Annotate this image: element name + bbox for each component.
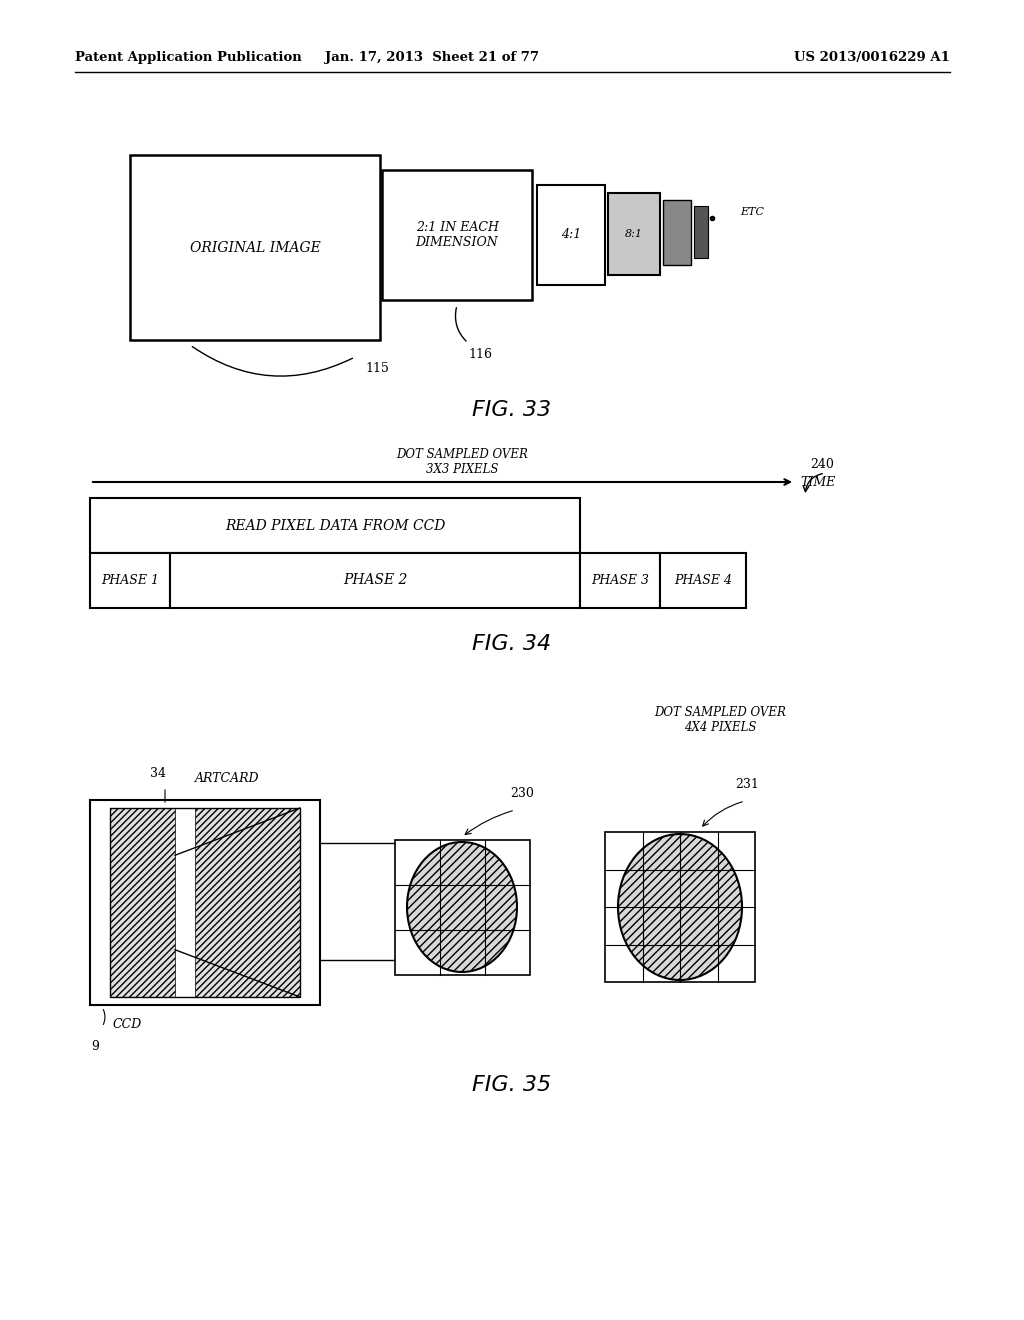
Bar <box>130 154 380 341</box>
Text: 2:1 IN EACH
DIMENSION: 2:1 IN EACH DIMENSION <box>416 220 499 249</box>
Bar <box>110 808 300 997</box>
Text: ORIGINAL IMAGE: ORIGINAL IMAGE <box>189 240 321 255</box>
Text: DOT SAMPLED OVER
3X3 PIXELS: DOT SAMPLED OVER 3X3 PIXELS <box>396 447 528 477</box>
Ellipse shape <box>618 834 742 979</box>
Text: ARTCARD: ARTCARD <box>195 772 259 785</box>
Text: TIME: TIME <box>800 475 836 488</box>
Bar <box>608 193 660 275</box>
Text: FIG. 34: FIG. 34 <box>472 634 552 653</box>
Text: PHASE 3: PHASE 3 <box>591 574 649 587</box>
Bar <box>537 185 605 285</box>
Text: 240: 240 <box>810 458 834 471</box>
Bar <box>90 800 319 1005</box>
Text: 116: 116 <box>468 348 492 360</box>
Bar <box>90 498 580 553</box>
Bar <box>175 808 195 997</box>
Text: 4:1: 4:1 <box>561 228 582 242</box>
Text: READ PIXEL DATA FROM CCD: READ PIXEL DATA FROM CCD <box>225 519 445 532</box>
Text: 9: 9 <box>91 1040 99 1053</box>
Ellipse shape <box>407 842 517 972</box>
Text: FIG. 35: FIG. 35 <box>472 1074 552 1096</box>
Text: Patent Application Publication: Patent Application Publication <box>75 51 302 65</box>
Text: US 2013/0016229 A1: US 2013/0016229 A1 <box>795 51 950 65</box>
Text: 230: 230 <box>510 787 534 800</box>
Bar <box>580 553 660 609</box>
Bar <box>694 206 708 257</box>
Text: 231: 231 <box>735 777 759 791</box>
Bar <box>382 170 532 300</box>
Text: DOT SAMPLED OVER
4X4 PIXELS: DOT SAMPLED OVER 4X4 PIXELS <box>654 706 786 734</box>
Text: ETC: ETC <box>740 207 764 216</box>
Bar <box>605 832 755 982</box>
Bar <box>110 808 300 997</box>
Text: 34: 34 <box>150 767 166 780</box>
Text: Jan. 17, 2013  Sheet 21 of 77: Jan. 17, 2013 Sheet 21 of 77 <box>325 51 539 65</box>
Text: PHASE 2: PHASE 2 <box>343 573 408 587</box>
Text: PHASE 4: PHASE 4 <box>674 574 732 587</box>
Text: FIG. 33: FIG. 33 <box>472 400 552 420</box>
Text: PHASE 1: PHASE 1 <box>101 574 159 587</box>
Bar <box>660 553 746 609</box>
Bar <box>395 840 530 975</box>
Bar <box>663 201 691 265</box>
Text: 115: 115 <box>365 362 389 375</box>
Text: CCD: CCD <box>113 1018 142 1031</box>
Bar <box>170 553 580 609</box>
Bar <box>90 553 170 609</box>
Text: 8:1: 8:1 <box>625 228 643 239</box>
